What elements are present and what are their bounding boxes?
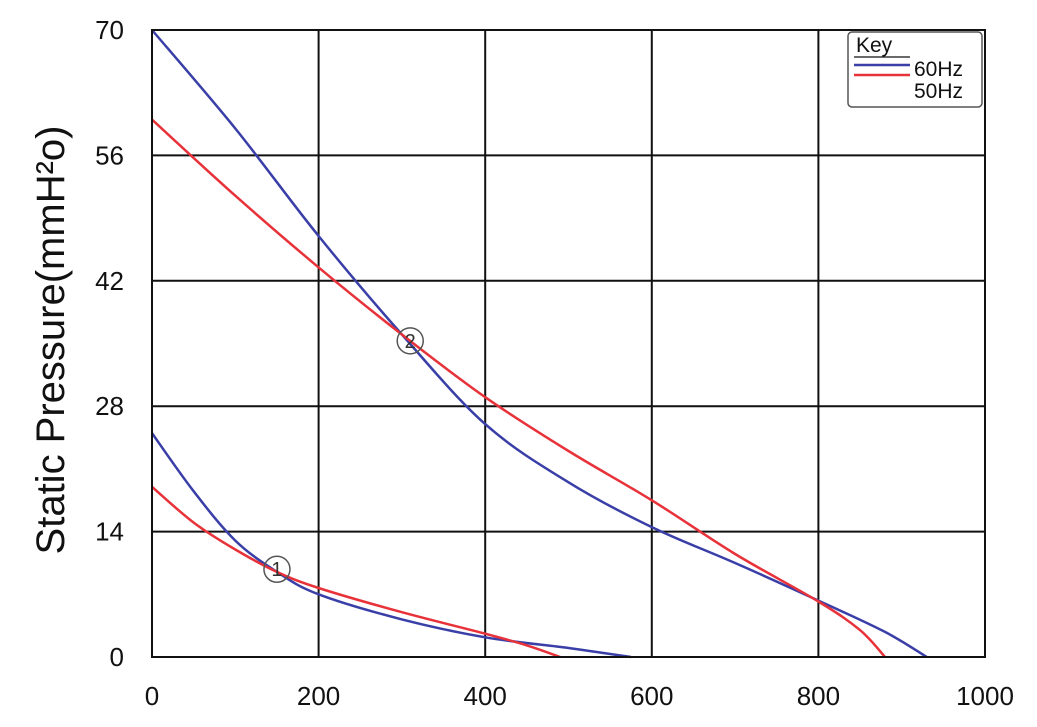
curve-marker-label: 1 — [271, 559, 282, 581]
y-tick-label: 0 — [110, 642, 124, 672]
x-tick-label: 800 — [797, 681, 840, 711]
legend-box — [847, 31, 983, 108]
y-tick-label: 14 — [95, 517, 124, 547]
y-tick-labels: 0 14 28 42 56 70 — [95, 15, 124, 672]
x-tick-label: 200 — [297, 681, 340, 711]
x-tick-labels: 0 200 400 600 800 1000 — [145, 681, 1014, 711]
legend-label-50hz: 50Hz — [914, 80, 963, 103]
y-axis-title: Static Pressure(mmH²o) — [29, 126, 73, 555]
series-line-50hz-curve-2 — [151, 118, 886, 658]
series-line-60hz-curve-2 — [151, 29, 928, 659]
curve-markers: 12 — [263, 327, 424, 583]
x-tick-label: 0 — [145, 681, 159, 711]
legend-title: Key — [856, 34, 893, 57]
legend-label-60hz: 60Hz — [914, 58, 963, 81]
x-tick-label: 400 — [464, 681, 507, 711]
y-tick-label: 28 — [95, 391, 124, 421]
curve-marker-circle — [396, 327, 424, 355]
plot-frame — [151, 29, 986, 658]
y-tick-label: 56 — [95, 140, 124, 170]
y-tick-label: 42 — [95, 266, 124, 296]
series-line-50hz-curve-1 — [151, 485, 561, 659]
curve-marker-circle — [263, 555, 291, 583]
x-tick-label: 600 — [630, 681, 673, 711]
series-lines — [150, 29, 928, 659]
y-tick-label: 70 — [95, 15, 124, 45]
series-line-60hz-curve-1 — [150, 432, 632, 659]
x-tick-label: 1000 — [956, 681, 1014, 711]
curve-marker-label: 2 — [405, 331, 416, 353]
